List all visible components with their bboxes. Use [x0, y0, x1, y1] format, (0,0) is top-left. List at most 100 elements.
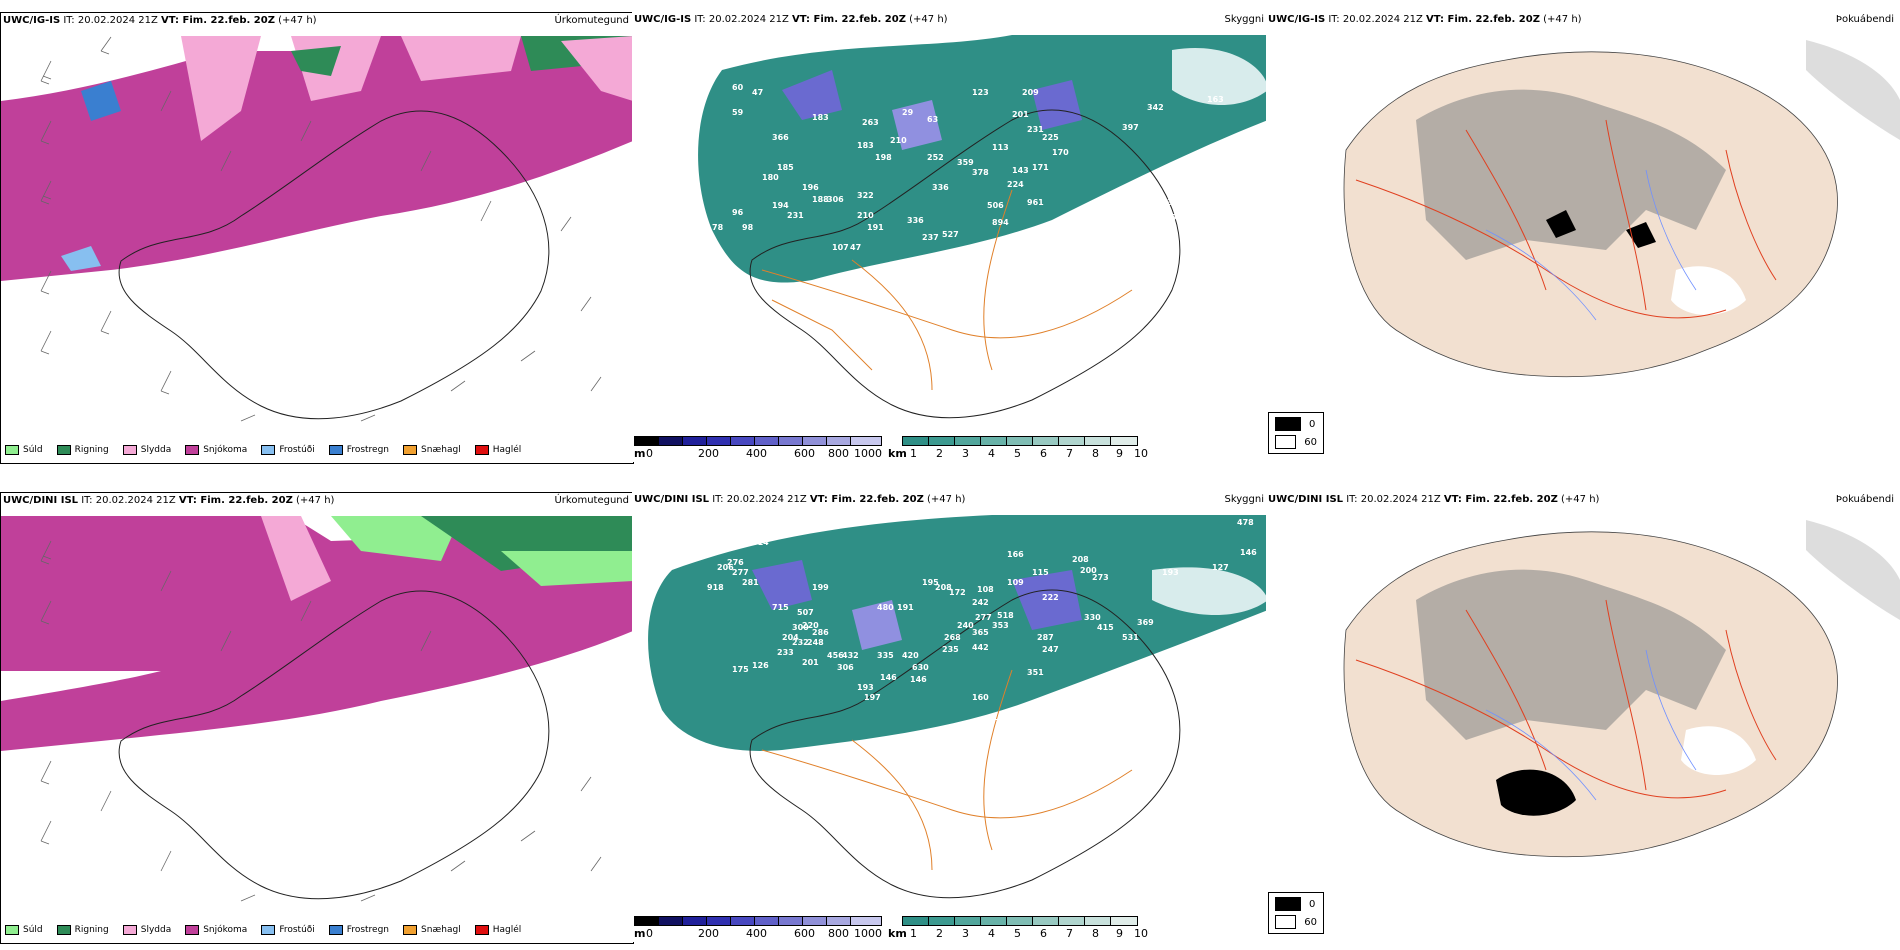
- panel-title: UWC/IG-IS IT: 20.02.2024 21Z VT: Fim. 22…: [3, 15, 317, 26]
- svg-text:96: 96: [732, 208, 744, 217]
- legend-item: Haglél: [474, 925, 521, 935]
- legend-item: Slydda: [122, 925, 171, 935]
- panel-title: UWC/DINI ISL IT: 20.02.2024 21Z VT: Fim.…: [634, 494, 966, 505]
- legend-item: Snæhagl: [403, 925, 461, 935]
- svg-text:222: 222: [1042, 593, 1059, 602]
- legend-item: Snjókoma: [185, 445, 247, 455]
- legend-item: Slydda: [122, 445, 171, 455]
- svg-text:918: 918: [707, 583, 724, 592]
- panel-variable: Skyggni: [1224, 494, 1264, 505]
- svg-text:961: 961: [1027, 198, 1044, 207]
- colorbar-tick: 1000: [854, 927, 882, 940]
- svg-text:166: 166: [1007, 550, 1024, 559]
- svg-text:170: 170: [1052, 148, 1069, 157]
- svg-text:175: 175: [732, 665, 749, 674]
- legend-swatch: [56, 445, 71, 455]
- fog-panel-bottom: UWC/DINI ISL IT: 20.02.2024 21Z VT: Fim.…: [1266, 492, 1900, 942]
- svg-text:171: 171: [1032, 163, 1049, 172]
- svg-text:231: 231: [1027, 125, 1044, 134]
- svg-text:241: 241: [972, 243, 989, 252]
- svg-text:263: 263: [862, 118, 879, 127]
- panel-variable: Þokuábendi: [1835, 14, 1894, 25]
- svg-text:47: 47: [752, 88, 763, 97]
- svg-text:336: 336: [932, 183, 949, 192]
- svg-text:306: 306: [837, 663, 854, 672]
- svg-text:210: 210: [890, 136, 907, 145]
- legend-swatch: [474, 445, 489, 455]
- legend-swatch: [122, 925, 137, 935]
- svg-text:200: 200: [1080, 566, 1097, 575]
- svg-text:201: 201: [802, 658, 819, 667]
- panel-variable: Úrkomutegund: [554, 495, 629, 506]
- panel-title: UWC/DINI ISL IT: 20.02.2024 21Z VT: Fim.…: [3, 495, 335, 506]
- panel-title: UWC/DINI ISL IT: 20.02.2024 21Z VT: Fim.…: [1268, 494, 1600, 505]
- svg-text:225: 225: [1042, 133, 1059, 142]
- visibility-panel-top: UWC/IG-IS IT: 20.02.2024 21Z VT: Fim. 22…: [632, 12, 1268, 462]
- svg-text:208: 208: [935, 583, 952, 592]
- svg-text:126: 126: [752, 661, 769, 670]
- svg-text:306: 306: [827, 195, 844, 204]
- svg-text:415: 415: [1097, 623, 1114, 632]
- svg-text:894: 894: [992, 218, 1009, 227]
- colorbar-tick: 1000: [854, 447, 882, 460]
- svg-text:29: 29: [902, 108, 914, 117]
- ceiling-unit: m: [634, 927, 646, 940]
- legend-swatch: [328, 445, 343, 455]
- colorbar-tick: 9: [1116, 447, 1123, 460]
- fog-legend: 0 60: [1268, 412, 1324, 454]
- colorbar-tick: 400: [746, 447, 767, 460]
- svg-text:531: 531: [1122, 633, 1139, 642]
- svg-text:231: 231: [787, 211, 804, 220]
- svg-text:286: 286: [812, 628, 829, 637]
- svg-text:193: 193: [1162, 568, 1179, 577]
- svg-text:252: 252: [927, 153, 944, 162]
- svg-text:172: 172: [949, 588, 966, 597]
- svg-text:206: 206: [717, 563, 734, 572]
- svg-text:630: 630: [912, 663, 929, 672]
- svg-text:60: 60: [732, 83, 744, 92]
- legend-item: Rigning: [56, 925, 109, 935]
- colorbar-tick: 400: [746, 927, 767, 940]
- colorbar-tick: 6: [1040, 927, 1047, 940]
- colorbar-tick: 8: [1092, 927, 1099, 940]
- svg-text:353: 353: [992, 621, 1009, 630]
- legend-swatch: [185, 925, 200, 935]
- precip-type-map: [1, 516, 633, 902]
- legend-swatch: [403, 925, 418, 935]
- svg-text:220: 220: [802, 621, 819, 630]
- colorbar-tick: 0: [646, 927, 653, 940]
- svg-text:248: 248: [807, 638, 824, 647]
- svg-text:197: 197: [864, 693, 881, 702]
- svg-text:185: 185: [777, 163, 794, 172]
- svg-text:233: 233: [777, 648, 794, 657]
- colorbar-tick: 1: [910, 447, 917, 460]
- svg-text:446: 446: [1172, 183, 1189, 192]
- svg-text:102: 102: [932, 733, 949, 742]
- svg-text:302: 302: [1167, 198, 1184, 207]
- legend-swatch: [261, 925, 276, 935]
- svg-text:191: 191: [867, 223, 884, 232]
- svg-text:210: 210: [857, 211, 874, 220]
- svg-text:276: 276: [727, 558, 744, 567]
- panel-variable: Þokuábendi: [1835, 494, 1894, 505]
- svg-text:342: 342: [1147, 103, 1164, 112]
- ceiling-unit: m: [634, 447, 646, 460]
- colorbar-tick: 3: [962, 927, 969, 940]
- svg-text:201: 201: [1012, 110, 1029, 119]
- svg-text:78: 78: [712, 223, 724, 232]
- svg-text:518: 518: [997, 611, 1014, 620]
- svg-text:123: 123: [972, 88, 989, 97]
- fog-swatch: [1275, 915, 1297, 929]
- colorbar-tick: 600: [794, 447, 815, 460]
- colorbar-tick: 3: [962, 447, 969, 460]
- colorbar-tick: 10: [1134, 927, 1148, 940]
- legend-swatch: [474, 925, 489, 935]
- fog-legend: 0 60: [1268, 892, 1324, 934]
- colorbar-tick: 10: [1134, 447, 1148, 460]
- svg-text:63: 63: [927, 115, 938, 124]
- svg-text:180: 180: [992, 713, 1009, 722]
- svg-text:113: 113: [992, 143, 1009, 152]
- visibility-unit: km: [888, 927, 907, 940]
- panel-title: UWC/IG-IS IT: 20.02.2024 21Z VT: Fim. 22…: [634, 14, 948, 25]
- svg-text:198: 198: [875, 153, 892, 162]
